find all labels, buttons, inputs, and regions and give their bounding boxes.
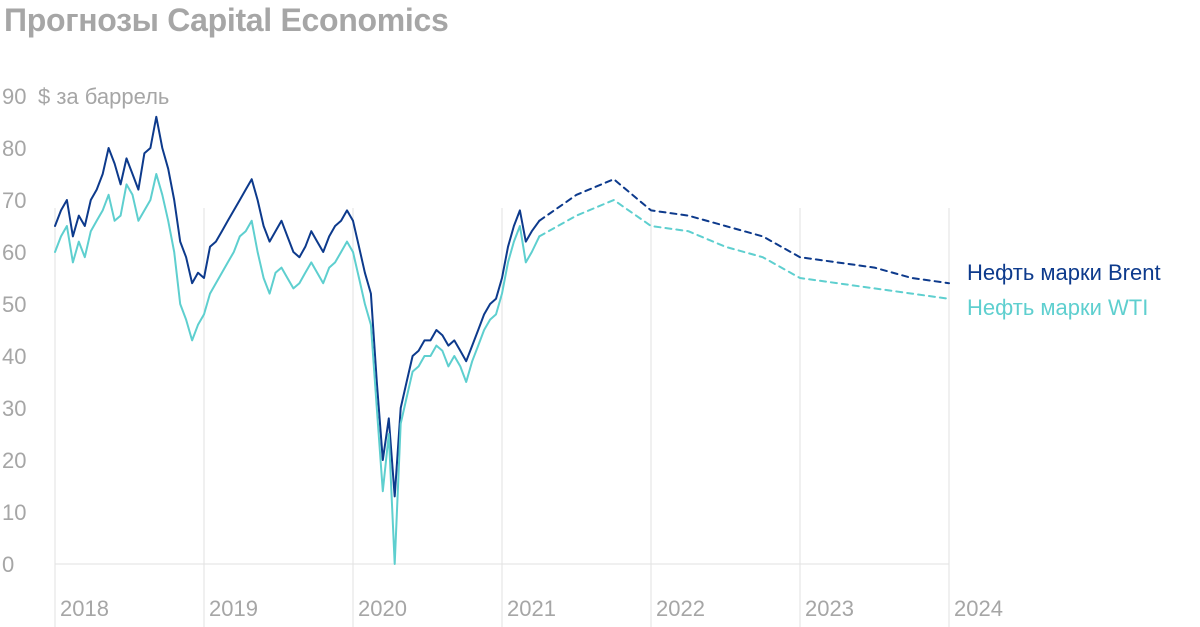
- y-tick-label: 30: [2, 396, 26, 421]
- series-line-1: [54, 173, 541, 565]
- legend: Нефть марки Brent Нефть марки WTI: [967, 260, 1161, 320]
- series-line-forecast-3: [538, 199, 950, 300]
- x-tick-label: 2020: [358, 596, 407, 621]
- y-tick-label: 90: [2, 84, 26, 109]
- series-line-forecast-2: [538, 178, 950, 285]
- legend-entry: Нефть марки WTI: [967, 295, 1148, 320]
- y-tick-label: 40: [2, 344, 26, 369]
- y-tick-label: 70: [2, 188, 26, 213]
- axis-ticks: 0 10 20 30 40 50 60 70 80 90 $ за баррель 2018 2019 2…: [2, 84, 1003, 621]
- y-axis-label: $ за баррель: [38, 84, 169, 109]
- y-tick-label: 60: [2, 240, 26, 265]
- y-tick-label: 0: [2, 552, 14, 577]
- x-tick-label: 2022: [656, 596, 705, 621]
- chart-title: Прогнозы Capital Economics: [4, 2, 449, 38]
- y-tick-label: 50: [2, 292, 26, 317]
- x-tick-label: 2024: [954, 596, 1003, 621]
- x-tick-label: 2019: [209, 596, 258, 621]
- y-tick-label: 10: [2, 500, 26, 525]
- y-tick-label: 20: [2, 448, 26, 473]
- x-tick-label: 2018: [60, 596, 109, 621]
- series-line-0: [54, 115, 541, 498]
- series-lines: [54, 115, 950, 565]
- x-tick-label: 2023: [805, 596, 854, 621]
- x-tick-label: 2021: [507, 596, 556, 621]
- legend-entry: Нефть марки Brent: [967, 260, 1161, 285]
- y-tick-label: 80: [2, 136, 26, 161]
